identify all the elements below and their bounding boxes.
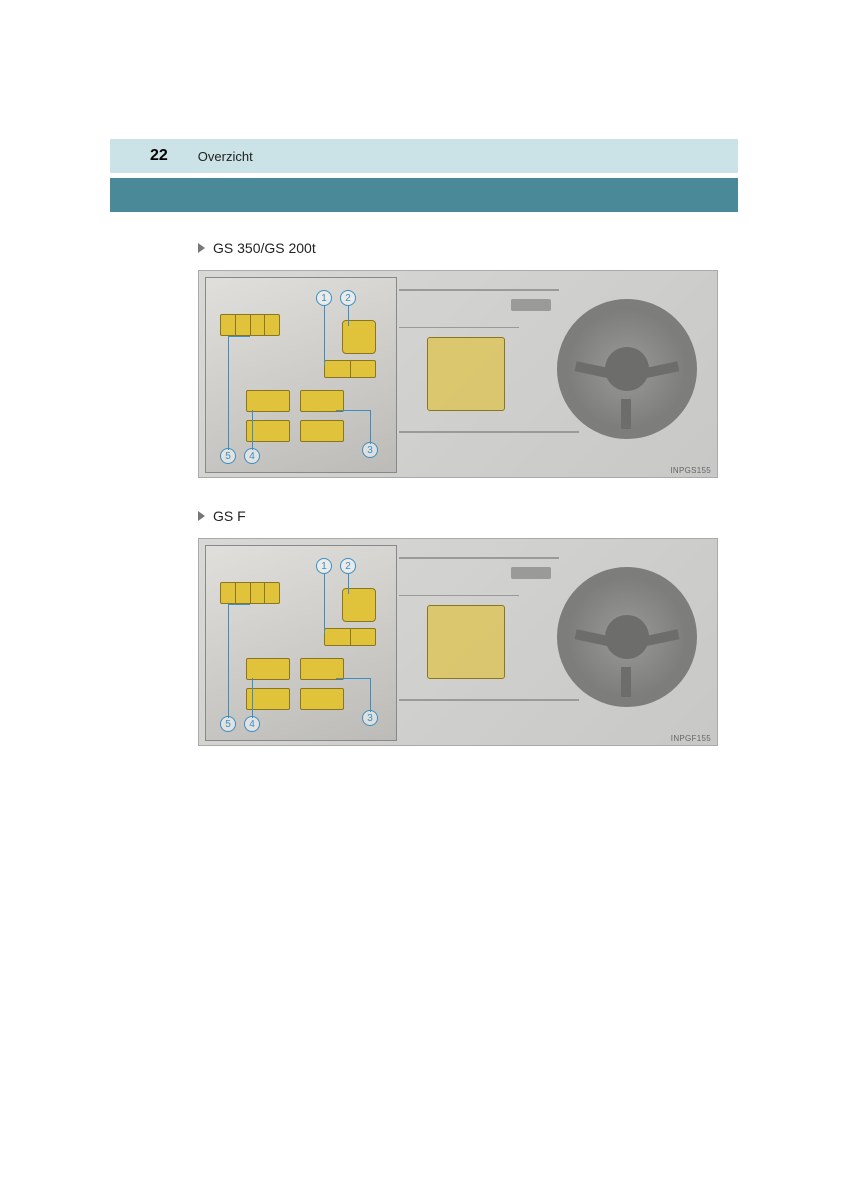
dashboard-illustration [399, 271, 718, 478]
triangle-icon [198, 243, 205, 253]
section-label-text: GS 350/GS 200t [213, 240, 316, 256]
mirror-lr-switch [324, 628, 376, 646]
window-switch-row-rear [246, 688, 346, 710]
window-switch-row-front [246, 390, 346, 412]
section-label-text: GS F [213, 508, 246, 524]
diagram-gs350: 1 2 3 4 5 INPGS155 [198, 270, 718, 478]
memory-seat-buttons [220, 582, 280, 604]
callout-2: 2 [340, 558, 356, 574]
reference-code: INPGF155 [671, 734, 711, 743]
callout-5: 5 [220, 716, 236, 732]
door-panel-highlight [427, 337, 505, 411]
page-header: 22 Overzicht [110, 139, 738, 173]
dashboard-illustration [399, 539, 718, 746]
steering-wheel-icon [557, 299, 697, 439]
memory-seat-buttons [220, 314, 280, 336]
callout-1: 1 [316, 290, 332, 306]
callout-4: 4 [244, 448, 260, 464]
section-gs350: GS 350/GS 200t [198, 240, 738, 478]
callout-3: 3 [362, 710, 378, 726]
section-gsf: GS F [198, 508, 738, 746]
window-switch-row-front [246, 658, 346, 680]
door-control-inset: 1 2 3 4 5 [205, 277, 397, 473]
triangle-icon [198, 511, 205, 521]
reference-code: INPGS155 [670, 466, 711, 475]
header-title: Overzicht [198, 149, 253, 164]
door-control-inset: 1 2 3 4 5 [205, 545, 397, 741]
section-label: GS F [198, 508, 738, 524]
callout-5: 5 [220, 448, 236, 464]
callout-2: 2 [340, 290, 356, 306]
door-panel-highlight [427, 605, 505, 679]
section-label: GS 350/GS 200t [198, 240, 738, 256]
callout-3: 3 [362, 442, 378, 458]
mirror-lr-switch [324, 360, 376, 378]
section-bar [110, 178, 738, 212]
diagram-gsf: 1 2 3 4 5 INPGF155 [198, 538, 718, 746]
callout-4: 4 [244, 716, 260, 732]
window-switch-row-rear [246, 420, 346, 442]
page-number: 22 [150, 147, 168, 165]
steering-wheel-icon [557, 567, 697, 707]
callout-1: 1 [316, 558, 332, 574]
